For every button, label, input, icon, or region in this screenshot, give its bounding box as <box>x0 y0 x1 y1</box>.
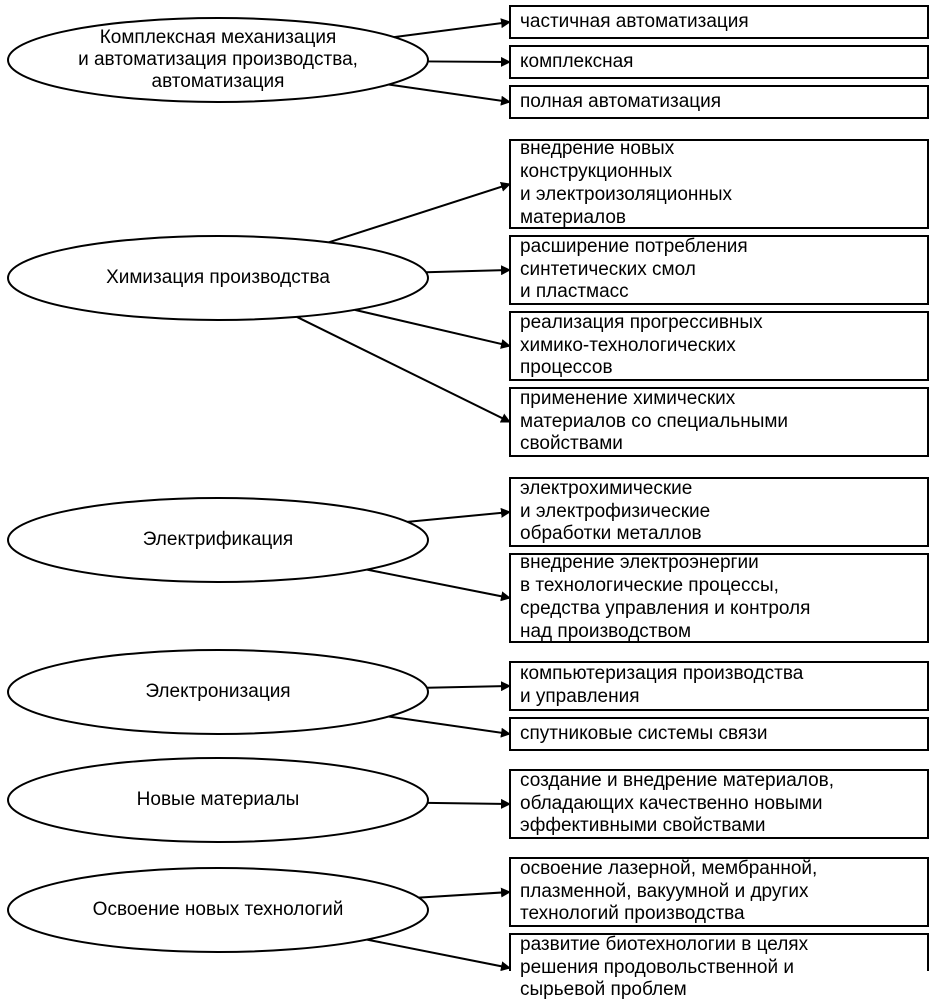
arrow-new-materials-0 <box>428 803 510 804</box>
ellipse-new-technologies <box>8 868 428 952</box>
box-new-materials-0 <box>510 770 928 838</box>
box-electronization-0 <box>510 662 928 710</box>
arrow-mechanization-2 <box>388 85 510 102</box>
box-mechanization-0 <box>510 6 928 38</box>
arrow-mechanization-0 <box>394 22 510 37</box>
box-chemization-3 <box>510 388 928 456</box>
arrow-chemization-3 <box>297 317 510 422</box>
ellipse-chemization <box>8 236 428 320</box>
arrow-new-technologies-1 <box>367 940 510 968</box>
arrow-chemization-1 <box>426 270 510 272</box>
arrow-electronization-1 <box>388 717 510 734</box>
ellipse-electrification <box>8 498 428 582</box>
box-mechanization-1 <box>510 46 928 78</box>
box-electronization-1 <box>510 718 928 750</box>
box-electrification-0 <box>510 478 928 546</box>
box-chemization-0 <box>510 140 928 228</box>
box-chemization-2 <box>510 312 928 380</box>
ellipse-electronization <box>8 650 428 734</box>
box-chemization-1 <box>510 236 928 304</box>
ellipse-mechanization <box>8 18 428 102</box>
box-new-technologies-1 <box>510 934 928 971</box>
arrow-electrification-0 <box>407 512 510 522</box>
box-electrification-1 <box>510 554 928 642</box>
ellipse-new-materials <box>8 758 428 842</box>
arrow-mechanization-1 <box>428 61 510 62</box>
box-mechanization-2 <box>510 86 928 118</box>
box-new-technologies-0 <box>510 858 928 926</box>
diagram-canvas <box>0 0 938 971</box>
arrow-electrification-1 <box>367 570 510 598</box>
arrow-electronization-0 <box>427 686 510 688</box>
arrow-chemization-0 <box>329 184 510 242</box>
arrow-chemization-2 <box>355 310 510 346</box>
arrow-new-technologies-0 <box>419 892 510 898</box>
